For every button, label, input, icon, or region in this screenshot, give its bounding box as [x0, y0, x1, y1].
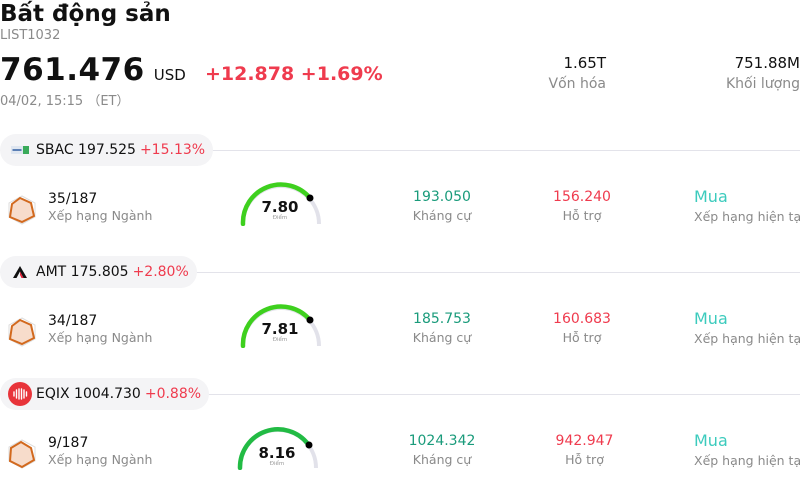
rank-label: Xếp hạng Ngành: [48, 208, 153, 223]
price-change: +12.878 +1.69%: [204, 63, 383, 85]
market-cap-stat: 1.65T Vốn hóa: [520, 53, 606, 95]
score-label: Điểm: [269, 461, 285, 467]
score-label: Điểm: [272, 337, 288, 343]
industry-rank: 35/187 Xếp hạng Ngành: [48, 190, 152, 224]
eqix-logo-icon: [8, 382, 32, 406]
score-label: Điểm: [272, 215, 288, 221]
current-rating: Mua Xếp hạng hiện tại: [694, 309, 800, 349]
support-label: Hỗ trợ: [562, 208, 602, 223]
rating-label: Xếp hạng hiện tại: [694, 331, 800, 346]
divider: [0, 150, 800, 151]
resistance-value: 185.753: [413, 311, 471, 327]
market-cap-label: Vốn hóa: [548, 76, 606, 92]
rank-value: 35/187: [48, 191, 98, 207]
stock-pill[interactable]: AMT 175.805 +2.80%: [0, 256, 197, 288]
resistance: 1024.342 Kháng cự: [402, 432, 482, 470]
sbac-logo-icon: [10, 140, 30, 160]
volume-stat: 751.88M Khối lượng: [700, 53, 800, 95]
stock-change-pct: +15.13%: [139, 142, 206, 158]
rank-label: Xếp hạng Ngành: [48, 452, 153, 467]
radar-chart-icon: [8, 439, 36, 469]
stock-header-row: SBAC 197.525 +15.13%: [0, 134, 800, 166]
rating-label: Xếp hạng hiện tại: [694, 453, 800, 468]
stock-detail-row: 9/187 Xếp hạng Ngành 8.16 Điểm 1024.342 …: [0, 427, 800, 482]
stock-detail-row: 34/187 Xếp hạng Ngành 7.81 Điểm 185.753 …: [0, 304, 800, 360]
support: 160.683 Hỗ trợ: [542, 310, 622, 348]
score-value: 7.80: [261, 198, 299, 216]
stock-symbol-price: SBAC 197.525: [36, 142, 136, 158]
resistance-label: Kháng cự: [412, 208, 472, 223]
score-value: 7.81: [261, 320, 299, 338]
current-rating: Mua Xếp hạng hiện tại: [694, 431, 800, 471]
resistance: 193.050 Kháng cự: [402, 188, 482, 226]
support-label: Hỗ trợ: [565, 452, 604, 467]
rating-value: Mua: [694, 309, 728, 328]
timestamp: 04/02, 15:15 （ET）: [0, 94, 130, 109]
stock-pill[interactable]: SBAC 197.525 +15.13%: [0, 134, 214, 166]
divider: [0, 272, 800, 273]
stock-detail-row: 35/187 Xếp hạng Ngành 7.80 Điểm 193.050 …: [0, 182, 800, 238]
support: 156.240 Hỗ trợ: [542, 188, 622, 226]
currency: USD: [153, 66, 186, 84]
score-gauge: 7.81 Điểm: [238, 302, 328, 352]
support-value: 156.240: [553, 189, 611, 205]
resistance-value: 1024.342: [408, 433, 476, 449]
radar-chart-icon: [8, 195, 36, 225]
resistance-label: Kháng cự: [412, 330, 472, 345]
list-code: LIST1032: [0, 28, 61, 43]
volume-value: 751.88M: [734, 54, 800, 72]
resistance-label: Kháng cự: [412, 452, 472, 467]
price-row: 761.476 USD +12.878 +1.69%: [0, 52, 383, 88]
current-rating: Mua Xếp hạng hiện tại: [694, 187, 800, 227]
industry-rank: 9/187 Xếp hạng Ngành: [48, 434, 152, 468]
industry-rank: 34/187 Xếp hạng Ngành: [48, 312, 152, 346]
support: 942.947 Hỗ trợ: [542, 432, 627, 470]
resistance: 185.753 Kháng cự: [402, 310, 482, 348]
market-cap-value: 1.65T: [563, 54, 606, 72]
rank-value: 9/187: [48, 435, 89, 451]
stock-header-row: EQIX 1004.730 +0.88%: [0, 378, 800, 410]
page-title: Bất động sản: [0, 1, 171, 27]
stock-symbol-price: EQIX 1004.730: [36, 386, 141, 402]
stock-header-row: AMT 175.805 +2.80%: [0, 256, 800, 288]
resistance-value: 193.050: [413, 189, 471, 205]
rating-value: Mua: [694, 187, 728, 206]
support-value: 160.683: [553, 311, 611, 327]
rank-label: Xếp hạng Ngành: [48, 330, 153, 345]
score-gauge: 7.80 Điểm: [238, 180, 328, 230]
rating-label: Xếp hạng hiện tại: [694, 209, 800, 224]
score-value: 8.16: [258, 444, 296, 462]
volume-label: Khối lượng: [725, 76, 800, 92]
rank-value: 34/187: [48, 313, 98, 329]
stock-pill[interactable]: EQIX 1004.730 +0.88%: [0, 378, 210, 410]
divider: [0, 394, 800, 395]
support-label: Hỗ trợ: [562, 330, 602, 345]
score-gauge: 8.16 Điểm: [235, 424, 325, 474]
stock-symbol-price: AMT 175.805: [36, 264, 129, 280]
rating-value: Mua: [694, 431, 728, 450]
stock-change-pct: +2.80%: [132, 264, 189, 280]
index-price: 761.476: [0, 52, 145, 88]
support-value: 942.947: [555, 433, 614, 449]
amt-logo-icon: [10, 262, 30, 282]
stock-change-pct: +0.88%: [144, 386, 202, 402]
radar-chart-icon: [8, 317, 36, 347]
